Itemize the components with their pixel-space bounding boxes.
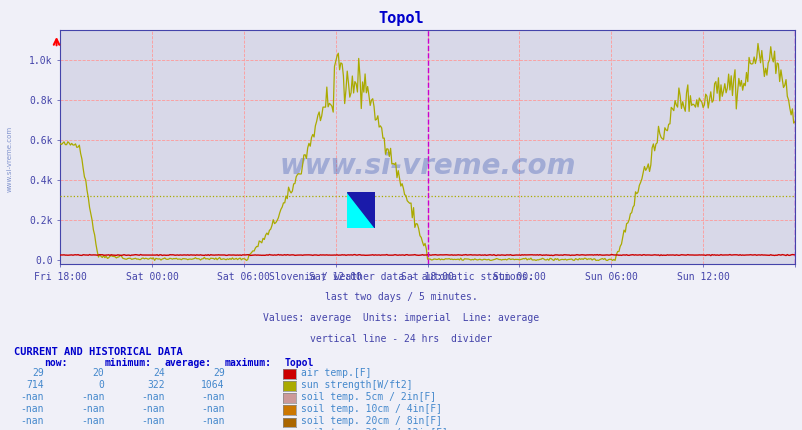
Text: -nan: -nan (21, 416, 44, 426)
Text: 20: 20 (92, 368, 104, 378)
Polygon shape (346, 192, 375, 228)
Polygon shape (346, 192, 375, 228)
Text: air temp.[F]: air temp.[F] (301, 368, 371, 378)
Text: minimum:: minimum: (104, 357, 152, 368)
Text: -nan: -nan (81, 404, 104, 414)
Text: Values: average  Units: imperial  Line: average: Values: average Units: imperial Line: av… (263, 313, 539, 323)
Text: -nan: -nan (81, 416, 104, 426)
Text: Topol: Topol (379, 11, 423, 26)
Text: 29: 29 (213, 368, 225, 378)
Text: CURRENT AND HISTORICAL DATA: CURRENT AND HISTORICAL DATA (14, 347, 183, 357)
Text: sun strength[W/ft2]: sun strength[W/ft2] (301, 380, 412, 390)
Text: vertical line - 24 hrs  divider: vertical line - 24 hrs divider (310, 334, 492, 344)
Text: -nan: -nan (201, 404, 225, 414)
Text: 1064: 1064 (201, 380, 225, 390)
Text: 0: 0 (99, 380, 104, 390)
Text: -nan: -nan (141, 404, 164, 414)
Text: www.si-vreme.com: www.si-vreme.com (6, 126, 12, 192)
Text: now:: now: (44, 357, 67, 368)
Text: -nan: -nan (201, 428, 225, 430)
Text: -nan: -nan (141, 428, 164, 430)
Text: soil temp. 10cm / 4in[F]: soil temp. 10cm / 4in[F] (301, 404, 442, 414)
Text: -nan: -nan (81, 428, 104, 430)
Text: Slovenia / weather data - automatic stations.: Slovenia / weather data - automatic stat… (269, 272, 533, 282)
Text: average:: average: (164, 357, 212, 368)
Text: soil temp. 20cm / 8in[F]: soil temp. 20cm / 8in[F] (301, 416, 442, 426)
Text: -nan: -nan (201, 416, 225, 426)
Text: -nan: -nan (21, 428, 44, 430)
Text: -nan: -nan (141, 392, 164, 402)
Text: -nan: -nan (141, 416, 164, 426)
Text: -nan: -nan (21, 392, 44, 402)
Text: maximum:: maximum: (225, 357, 272, 368)
Text: -nan: -nan (21, 404, 44, 414)
Text: 24: 24 (152, 368, 164, 378)
Text: soil temp. 5cm / 2in[F]: soil temp. 5cm / 2in[F] (301, 392, 435, 402)
Text: soil temp. 30cm / 12in[F]: soil temp. 30cm / 12in[F] (301, 428, 448, 430)
Text: 322: 322 (147, 380, 164, 390)
Text: Topol: Topol (285, 357, 314, 368)
Text: 29: 29 (32, 368, 44, 378)
Text: last two days / 5 minutes.: last two days / 5 minutes. (325, 292, 477, 302)
Text: -nan: -nan (201, 392, 225, 402)
Text: -nan: -nan (81, 392, 104, 402)
Text: www.si-vreme.com: www.si-vreme.com (279, 152, 575, 180)
Text: 714: 714 (26, 380, 44, 390)
